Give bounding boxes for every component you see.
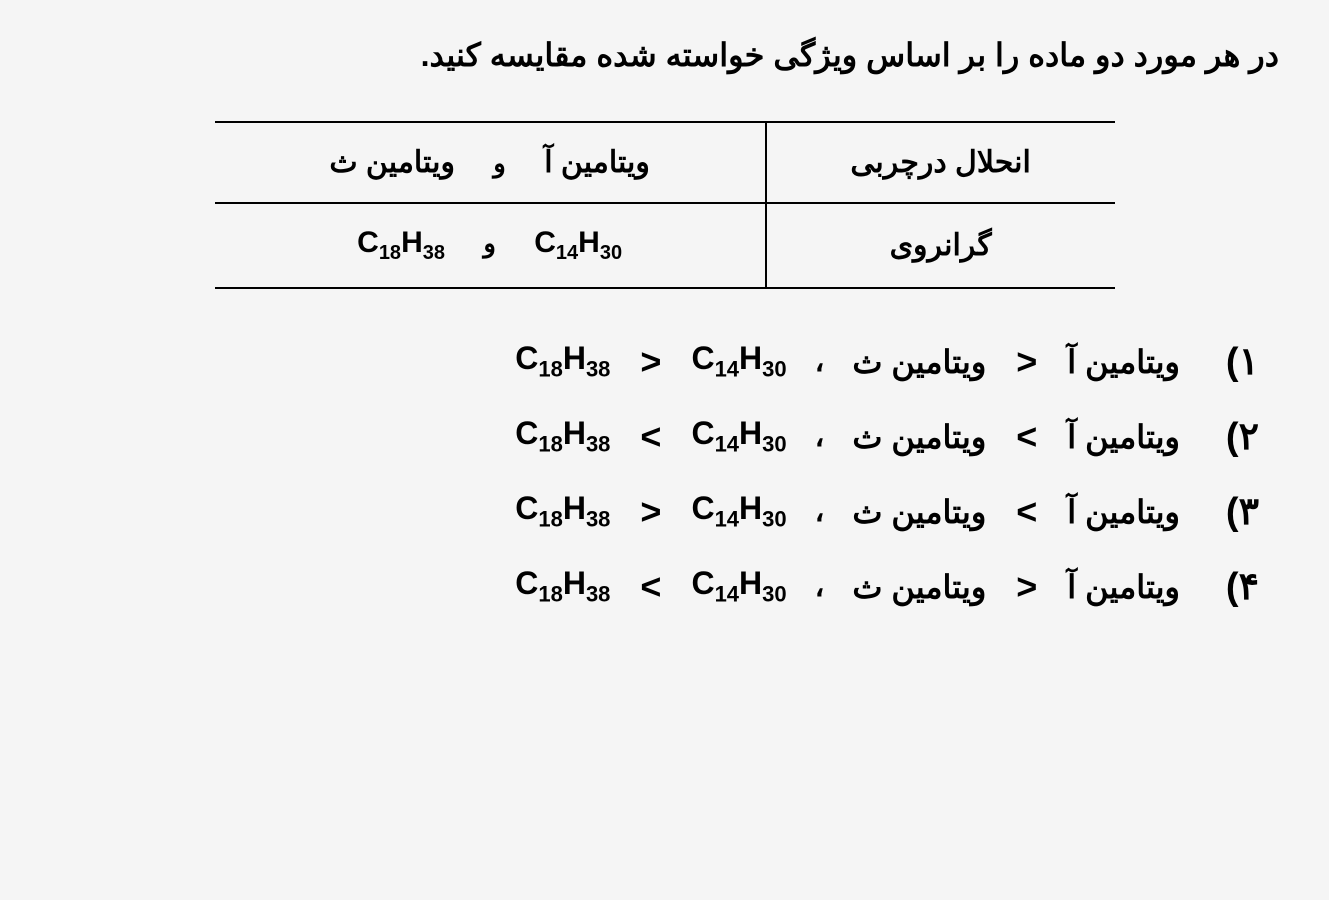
table-cell-property: انحلال درچربی [766, 122, 1115, 203]
vitamin-a-label: ویتامین آ [544, 146, 650, 179]
vitamin-a-text: ویتامین آ [1067, 418, 1180, 456]
comparator-icon: > [1010, 341, 1043, 383]
option-number: ۱) [1204, 339, 1259, 384]
separator: ، [811, 344, 829, 379]
chem-formula-c18h38: C18H38 [357, 226, 445, 265]
table-row: C14H30 و C18H38 گرانروی [215, 203, 1115, 288]
comparator-icon: > [634, 491, 667, 533]
vitamin-a-text: ویتامین آ [1067, 343, 1180, 381]
option-number: ۳) [1204, 489, 1259, 534]
chem-formula-c14h30: C14H30 [691, 490, 786, 532]
vitamin-c-label: ویتامین ث [329, 146, 455, 179]
table-cell-items: ویتامین آ و ویتامین ث [215, 122, 766, 203]
separator: ، [811, 569, 829, 604]
option-2[interactable]: ۲) ویتامین آ < ویتامین ث ، C14H30 < C18H… [70, 414, 1259, 459]
chem-formula-c14h30: C14H30 [691, 340, 786, 382]
comparator-icon: < [634, 566, 667, 608]
separator: ، [811, 419, 829, 454]
chem-formula-c14h30: C14H30 [691, 415, 786, 457]
vitamin-c-text: ویتامین ث [852, 493, 986, 531]
connector-and: و [463, 148, 536, 178]
option-4[interactable]: ۴) ویتامین آ > ویتامین ث ، C14H30 < C18H… [70, 564, 1259, 609]
options-list: ۱) ویتامین آ > ویتامین ث ، C14H30 > C18H… [50, 339, 1279, 609]
option-3[interactable]: ۳) ویتامین آ < ویتامین ث ، C14H30 > C18H… [70, 489, 1259, 534]
chem-formula-c18h38: C18H38 [515, 565, 610, 607]
connector-and: و [453, 228, 526, 258]
option-1[interactable]: ۱) ویتامین آ > ویتامین ث ، C14H30 > C18H… [70, 339, 1259, 384]
option-number: ۴) [1204, 564, 1259, 609]
chem-formula-c18h38: C18H38 [515, 415, 610, 457]
separator: ، [811, 494, 829, 529]
vitamin-c-text: ویتامین ث [852, 343, 986, 381]
vitamin-c-text: ویتامین ث [852, 568, 986, 606]
chem-formula-c18h38: C18H38 [515, 340, 610, 382]
vitamin-c-text: ویتامین ث [852, 418, 986, 456]
comparator-icon: > [1010, 566, 1043, 608]
comparator-icon: < [1010, 416, 1043, 458]
question-prompt: در هر مورد دو ماده را بر اساس ویژگی خواس… [50, 30, 1279, 81]
comparator-icon: < [634, 416, 667, 458]
comparison-table: ویتامین آ و ویتامین ث انحلال درچربی C14H… [215, 121, 1115, 289]
chem-formula-c18h38: C18H38 [515, 490, 610, 532]
vitamin-a-text: ویتامین آ [1067, 493, 1180, 531]
comparator-icon: > [634, 341, 667, 383]
table-row: ویتامین آ و ویتامین ث انحلال درچربی [215, 122, 1115, 203]
chem-formula-c14h30: C14H30 [534, 226, 622, 265]
table-cell-property: گرانروی [766, 203, 1115, 288]
vitamin-a-text: ویتامین آ [1067, 568, 1180, 606]
chem-formula-c14h30: C14H30 [691, 565, 786, 607]
table-cell-items: C14H30 و C18H38 [215, 203, 766, 288]
comparator-icon: < [1010, 491, 1043, 533]
option-number: ۲) [1204, 414, 1259, 459]
